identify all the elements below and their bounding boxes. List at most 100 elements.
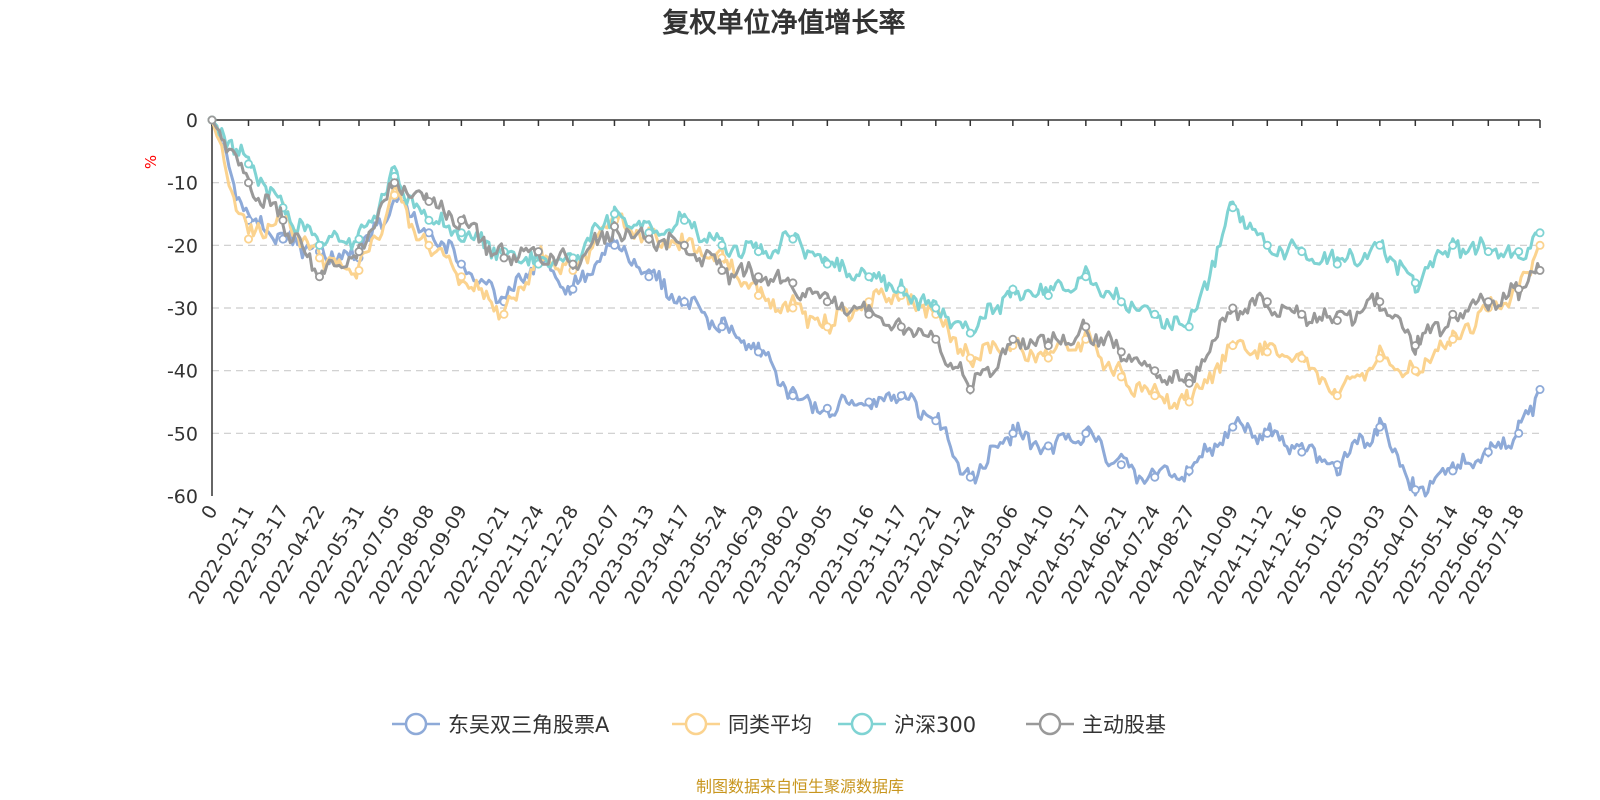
- data-point: [314, 240, 324, 250]
- data-point: [965, 472, 975, 482]
- data-point: [610, 240, 620, 250]
- y-tick-label: -20: [167, 235, 198, 257]
- data-point: [1332, 259, 1342, 269]
- data-point: [965, 384, 975, 394]
- legend-item[interactable]: 沪深300: [838, 712, 976, 737]
- data-point: [1332, 391, 1342, 401]
- data-point: [1297, 353, 1307, 363]
- data-point: [1228, 303, 1238, 313]
- data-point: [1375, 353, 1385, 363]
- data-point: [1262, 428, 1272, 438]
- data-point: [1410, 366, 1420, 376]
- data-point: [424, 240, 434, 250]
- data-point: [243, 234, 253, 244]
- y-axis-unit-label: %: [142, 155, 160, 169]
- data-point: [568, 284, 578, 294]
- data-point: [788, 303, 798, 313]
- data-point: [1514, 428, 1524, 438]
- data-point: [965, 328, 975, 338]
- data-point: [354, 234, 364, 244]
- data-point: [822, 259, 832, 269]
- data-point: [1150, 391, 1160, 401]
- data-point: [1043, 353, 1053, 363]
- source-note: 制图数据来自恒生聚源数据库: [696, 777, 904, 796]
- data-point: [788, 391, 798, 401]
- data-point: [1081, 428, 1091, 438]
- legend[interactable]: 东吴双三角股票A 同类平均 沪深300 主动股基: [392, 712, 1166, 737]
- data-point: [1297, 247, 1307, 257]
- data-point: [1483, 297, 1493, 307]
- data-point: [822, 297, 832, 307]
- legend-label: 主动股基: [1082, 713, 1166, 737]
- data-point: [1375, 422, 1385, 432]
- data-point: [717, 240, 727, 250]
- legend-label: 沪深300: [894, 713, 976, 737]
- series-line: [210, 119, 1542, 410]
- data-point: [1184, 322, 1194, 332]
- axes: 0-10-20-30-40-50-6002022-02-112022-03-17…: [167, 110, 1541, 608]
- data-point: [354, 247, 364, 257]
- data-point: [456, 272, 466, 282]
- series-1: [207, 115, 1545, 410]
- data-point: [1116, 460, 1126, 470]
- data-point: [931, 334, 941, 344]
- series-2: [207, 115, 1545, 338]
- x-tick-label: 0: [197, 502, 222, 523]
- legend-swatch-marker: [1038, 712, 1062, 736]
- data-point: [679, 240, 689, 250]
- data-point: [896, 284, 906, 294]
- y-tick-label: -60: [167, 486, 198, 508]
- data-point: [864, 272, 874, 282]
- data-point: [1008, 428, 1018, 438]
- data-point: [533, 247, 543, 257]
- data-point: [1483, 247, 1493, 257]
- data-point: [1448, 309, 1458, 319]
- data-point: [1228, 341, 1238, 351]
- data-point: [1262, 297, 1272, 307]
- data-point: [864, 397, 874, 407]
- data-point: [1116, 297, 1126, 307]
- legend-swatch-marker: [850, 712, 874, 736]
- data-point: [679, 297, 689, 307]
- data-point: [1150, 472, 1160, 482]
- data-point: [822, 403, 832, 413]
- data-point: [1410, 485, 1420, 495]
- data-point: [753, 272, 763, 282]
- data-point: [1535, 240, 1545, 250]
- data-point: [424, 215, 434, 225]
- data-point: [568, 259, 578, 269]
- data-point: [278, 234, 288, 244]
- data-point: [717, 265, 727, 275]
- legend-swatch-marker: [404, 712, 428, 736]
- data-point: [243, 159, 253, 169]
- data-point: [1184, 466, 1194, 476]
- legend-item[interactable]: 主动股基: [1026, 712, 1166, 737]
- series-line: [210, 119, 1542, 395]
- data-point: [1375, 297, 1385, 307]
- data-point: [965, 353, 975, 363]
- legend-label: 同类平均: [728, 713, 812, 737]
- data-point: [424, 196, 434, 206]
- data-point: [1332, 460, 1342, 470]
- data-point: [499, 253, 509, 263]
- data-point: [207, 115, 217, 125]
- data-point: [1410, 278, 1420, 288]
- y-tick-label: -30: [167, 298, 198, 320]
- data-point: [1008, 284, 1018, 294]
- legend-item[interactable]: 同类平均: [672, 712, 812, 737]
- data-point: [644, 234, 654, 244]
- data-point: [1297, 447, 1307, 457]
- legend-item[interactable]: 东吴双三角股票A: [392, 712, 610, 737]
- data-point: [1483, 447, 1493, 457]
- data-point: [1297, 309, 1307, 319]
- data-point: [610, 209, 620, 219]
- data-point: [314, 253, 324, 263]
- data-point: [1448, 240, 1458, 250]
- data-point: [896, 391, 906, 401]
- data-point: [931, 416, 941, 426]
- data-point: [1262, 347, 1272, 357]
- data-point: [644, 272, 654, 282]
- data-point: [931, 303, 941, 313]
- data-point: [1228, 422, 1238, 432]
